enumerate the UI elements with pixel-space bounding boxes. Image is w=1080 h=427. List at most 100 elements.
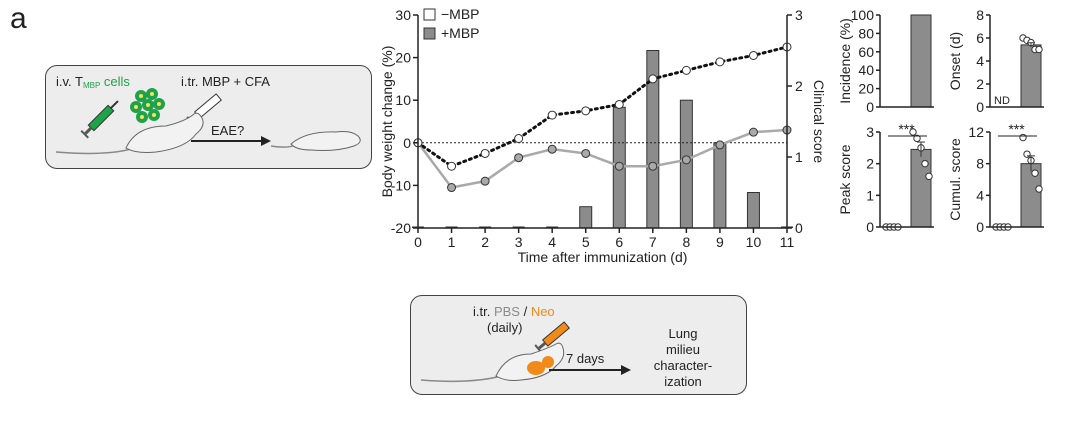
plus-mbp-point: [581, 148, 591, 158]
x-tick-label: 2: [481, 234, 489, 250]
eae-arrow-label: EAE?: [211, 123, 245, 138]
cumulative-score-point: [1031, 169, 1039, 177]
incidence-y-tick-label: 40: [858, 62, 874, 78]
cells-cluster-icon: [130, 88, 165, 123]
minus-mbp-point: [681, 65, 691, 75]
outcome-line: Lung: [668, 326, 698, 341]
plus-mbp-point: [547, 144, 557, 154]
minus-mbp-point: [648, 74, 658, 84]
cumulative-score-significance-label: ***: [1008, 121, 1025, 137]
arrow-right-icon: [191, 136, 271, 146]
incidence-y-tick-label: 20: [858, 81, 874, 97]
daily-label: (daily): [487, 320, 523, 335]
iv-prefix-text: i.v. T: [56, 74, 83, 89]
plus-mbp-point: [681, 155, 691, 165]
onset-y-tick-label: 6: [976, 30, 984, 46]
clinical-score-bar: [579, 206, 593, 229]
x-tick-label: 6: [615, 234, 623, 250]
y-tick-label: 30: [395, 7, 411, 23]
incidence-y-tick-label: 0: [866, 99, 874, 115]
onset-point: [1035, 45, 1043, 54]
treated-mouse-icon: [420, 342, 565, 383]
minus-mbp-point: [748, 50, 758, 60]
x-tick-label: 7: [649, 234, 657, 250]
y2-tick-label: 3: [795, 7, 803, 23]
peak-score-y-axis-label: Peak score: [837, 144, 853, 214]
cumulative-score-y-tick-label: 12: [968, 124, 984, 140]
outcome-label: Lung milieu character- ization: [643, 326, 723, 390]
plus-mbp-line: [416, 128, 788, 189]
itr-treatment-label: i.tr. PBS / Neo: [473, 304, 555, 319]
plus-mbp-point: [480, 176, 490, 186]
seven-days-label: 7 days: [566, 351, 605, 366]
legend-label-plus-mbp: +MBP: [441, 25, 480, 41]
peak-score-point: [913, 134, 921, 143]
onset-y-tick-label: 8: [976, 7, 984, 23]
y2-tick-label: 2: [795, 78, 803, 94]
neo-text: Neo: [530, 304, 555, 319]
iv-suffix-text: cells: [100, 74, 130, 89]
cumulative-score-point: [1035, 185, 1043, 193]
x-tick-label: 9: [716, 234, 724, 250]
outcome-line: character-: [653, 358, 713, 373]
plus-mbp-point: [447, 183, 457, 193]
clinical-score-bar: [746, 192, 760, 229]
outcome-line: milieu: [666, 342, 700, 357]
x-tick-label: 11: [780, 234, 795, 250]
y2-tick-label: 1: [795, 149, 803, 165]
cumulative-score-y-tick-label: 8: [976, 156, 984, 172]
peak-score-significance-label: ***: [898, 121, 915, 137]
legend-swatch-plus-mbp: [423, 27, 436, 40]
x-tick-label: 1: [448, 234, 456, 250]
minus-mbp-point: [581, 106, 591, 116]
onset-annotation: ND: [994, 95, 1010, 107]
x-tick-label: 5: [582, 234, 590, 250]
clinical-score-bar: [713, 142, 727, 229]
minus-mbp-point: [514, 134, 524, 144]
immunization-illustration: [55, 88, 361, 155]
outcome-line: ization: [664, 374, 702, 389]
x-tick-label: 8: [682, 234, 690, 250]
minus-mbp-point: [547, 110, 557, 120]
y2-axis-label: Clinical score: [811, 80, 827, 163]
itr-label: i.tr. MBP + CFA: [181, 74, 270, 89]
minus-mbp-line: [416, 45, 789, 168]
x-tick-label: 10: [746, 234, 762, 250]
peak-score-point: [921, 159, 929, 168]
minus-mbp-point: [715, 57, 725, 67]
incidence-y-tick-label: 100: [851, 7, 875, 23]
peak-score-y-tick-label: 0: [866, 219, 874, 235]
legend-swatch-minus-mbp: [423, 8, 436, 21]
plus-mbp-point: [748, 127, 758, 137]
x-axis-label: Time after immunization (d): [518, 249, 688, 265]
y-tick-label: 0: [403, 135, 411, 151]
syringe-green-icon: [80, 100, 119, 139]
incidence-y-tick-label: 80: [858, 25, 874, 41]
cumulative-score-y-axis-label: Cumul. score: [947, 138, 963, 221]
peak-score-bar: [910, 148, 932, 228]
minus-mbp-point: [447, 161, 457, 171]
y-tick-label: 20: [395, 50, 411, 66]
onset-y-axis-label: Onset (d): [947, 32, 963, 90]
schematic-box-immunization: i.v. TMBP cells i.tr. MBP + CFA EAE?: [45, 65, 372, 169]
iv-subscript-text: MBP: [82, 81, 101, 90]
plus-mbp-point: [614, 161, 624, 171]
minus-mbp-point: [614, 99, 624, 109]
y-tick-label: -20: [391, 220, 411, 236]
y-tick-label: 10: [395, 92, 411, 108]
plus-mbp-point: [648, 161, 658, 171]
onset-y-tick-label: 0: [976, 99, 984, 115]
x-tick-label: 4: [548, 234, 556, 250]
peak-score-y-tick-label: 1: [866, 187, 874, 203]
cumulative-score-y-tick-label: 0: [976, 219, 984, 235]
plus-mbp-point: [715, 140, 725, 150]
mouse-icon: [55, 112, 204, 155]
minus-mbp-point: [480, 148, 490, 158]
y2-tick-label: 0: [795, 220, 803, 236]
pbs-text: PBS: [493, 304, 520, 319]
y-axis-label: Body weight change (%): [379, 46, 395, 198]
iv-label: i.v. TMBP cells: [56, 74, 130, 90]
incidence-y-tick-label: 60: [858, 44, 874, 60]
plus-mbp-point: [514, 153, 524, 163]
